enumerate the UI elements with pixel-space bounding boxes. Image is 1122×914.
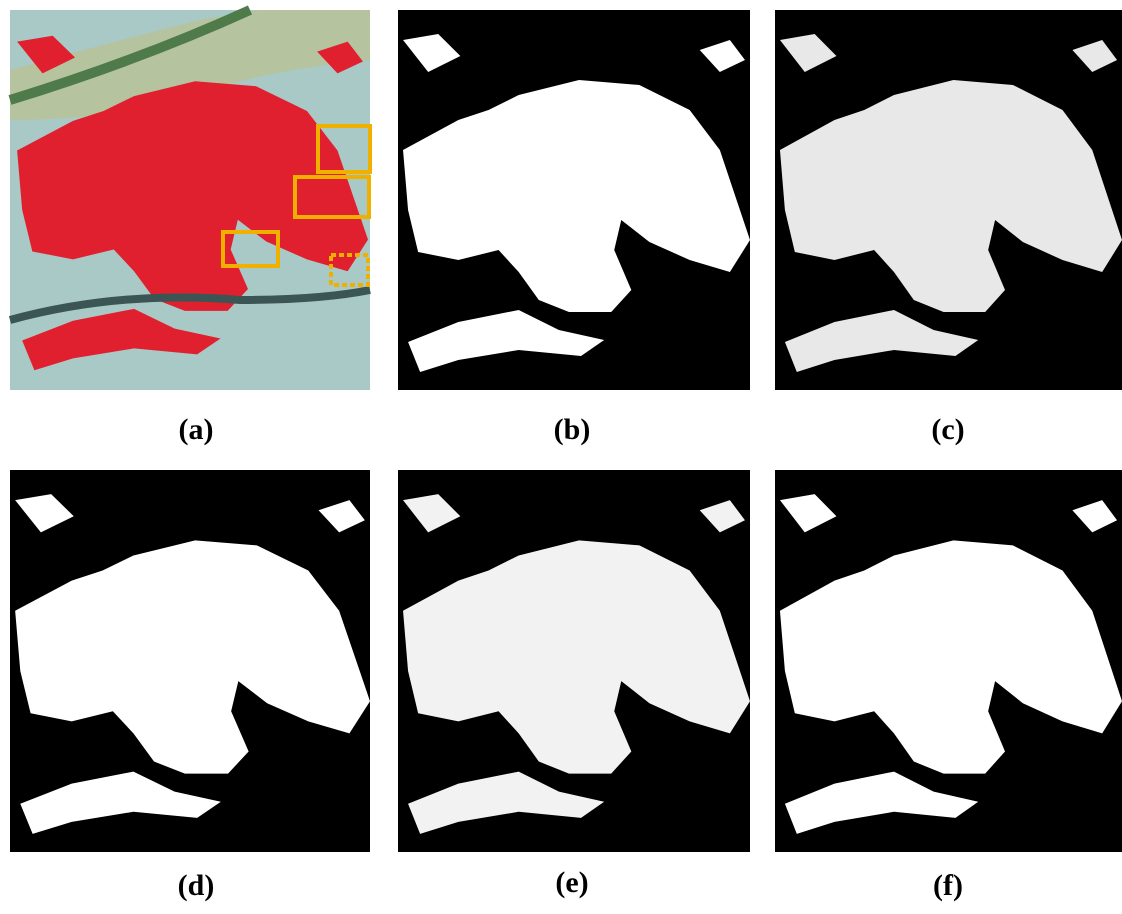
panel-label: (e) (555, 866, 588, 899)
panel-c-mask (775, 10, 1122, 390)
panel-b-mask (398, 10, 750, 390)
figure: (a) (b) (c) (d) (e) (f) (0, 0, 1122, 909)
panel-e-mask (398, 470, 750, 852)
panel-f-mask (775, 470, 1122, 852)
panel-label: (d) (178, 869, 215, 902)
panel-d-mask (10, 470, 370, 852)
panel-label: (f) (933, 869, 963, 902)
panel-label: (b) (554, 413, 591, 446)
panel-a-image (10, 10, 370, 390)
panel-label: (c) (931, 413, 964, 446)
panel-label: (a) (179, 413, 214, 446)
